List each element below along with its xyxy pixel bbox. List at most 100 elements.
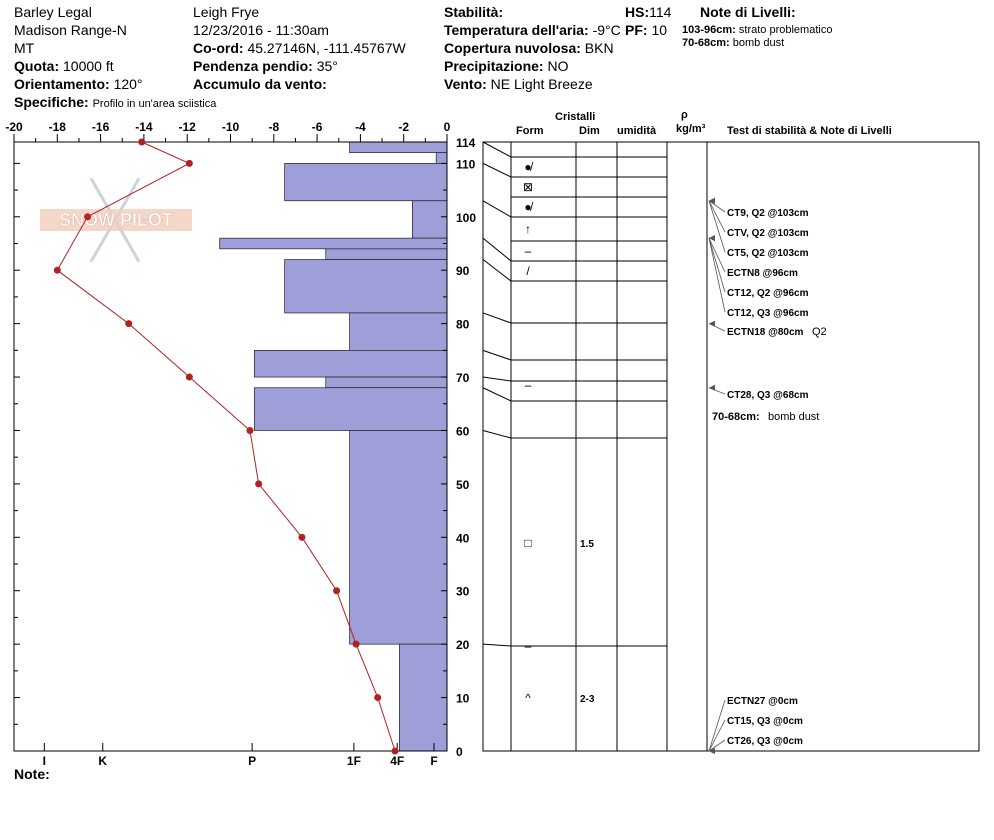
coord-value: 45.27146N, -111.45767W	[247, 40, 406, 56]
hardness-bars	[219, 141, 448, 752]
pf-value: 10	[651, 22, 668, 38]
slope: Pendenza pendio: 35°	[193, 58, 338, 74]
crystal-dim: 1.5	[580, 539, 594, 550]
wind-label: Vento:	[444, 76, 487, 92]
crystal-form-symbol: ↑	[525, 222, 531, 236]
air-temp-value: -9°C	[592, 22, 621, 38]
hs-value: 114	[649, 4, 672, 20]
dim-header: Dim	[579, 125, 600, 137]
stability-test-label: CT28, Q3 @68cm	[727, 390, 809, 401]
temp-tick-label: -16	[92, 120, 110, 134]
test-arrow	[708, 238, 726, 293]
hardness-bar	[349, 312, 448, 351]
test-arrow	[708, 237, 726, 273]
wind-value: NE Light Breeze	[490, 76, 593, 92]
layer-boundary	[482, 259, 667, 282]
test-arrow	[708, 200, 726, 253]
crystal-form-symbol: ^	[525, 691, 531, 705]
temperature-point	[298, 533, 306, 541]
hardness-bar	[435, 152, 448, 164]
temperature-point	[333, 587, 341, 595]
stability-test-label: CT15, Q3 @0cm	[727, 716, 803, 727]
height-tick-label: 0	[456, 745, 463, 759]
hardness-label: I	[43, 754, 46, 768]
layer-notes-title: Note di Livelli:	[700, 4, 796, 20]
coord-label: Co-ord:	[193, 40, 244, 56]
temp-tick-label: -20	[5, 120, 23, 134]
chart-axes: -20 -18 -16 -14 -12 -10 -8 -6 -4 -2 00102030405060…	[5, 120, 476, 768]
observer: Leigh Frye	[193, 4, 260, 20]
height-tick-label: 30	[456, 585, 470, 599]
crystals-header: Cristalli	[555, 111, 596, 123]
layer-note-2: 70-68cm: bomb dust	[682, 37, 784, 50]
test-arrow	[708, 719, 726, 752]
layer-boundary	[482, 162, 667, 178]
temperature-point	[185, 159, 193, 167]
hardness-bar	[219, 237, 448, 250]
tests-header: Test di stabilità & Note di Livelli	[727, 125, 892, 137]
pf-label: PF:	[625, 22, 648, 38]
height-tick-label: 20	[456, 638, 470, 652]
test-arrowhead	[709, 320, 715, 327]
temp-tick-label: -14	[135, 120, 153, 134]
datetime: 12/23/2016 - 11:30am	[193, 22, 329, 38]
watermark-band	[40, 209, 192, 231]
layer-boundary	[482, 387, 667, 402]
layer-boundary	[482, 237, 667, 262]
notes-label: Note:	[14, 766, 50, 782]
temperature-point	[84, 213, 92, 221]
test-arrowhead	[709, 235, 715, 242]
aspect-value: 120°	[113, 76, 143, 92]
temperature-point	[138, 138, 146, 146]
stability-test-label: CT9, Q2 @103cm	[727, 208, 809, 219]
hardness-bar	[284, 259, 448, 314]
crystal-dim: 2-3	[580, 694, 595, 705]
height-tick-label: 110	[456, 157, 476, 171]
temperature-point	[125, 320, 133, 328]
temp-tick-label: -6	[312, 120, 323, 134]
test-arrow	[708, 699, 726, 752]
height-tick-label: 114	[456, 136, 476, 150]
temp-tick-label: -12	[179, 120, 197, 134]
watermark-text: SNOW PILOT	[59, 210, 173, 230]
temperature-point	[185, 373, 193, 381]
height-tick-label: 80	[456, 318, 470, 332]
layer-boundary	[482, 200, 667, 218]
layer-boundary	[482, 429, 667, 439]
hardness-bar	[284, 163, 448, 202]
stability-test-label: ECTN18 @80cm	[727, 327, 804, 338]
temp-tick-label: -10	[222, 120, 240, 134]
aspect-label: Orientamento:	[14, 76, 110, 92]
slope-value: 35°	[316, 58, 338, 74]
height-tick-label: 40	[456, 531, 470, 545]
hardness-bar	[412, 200, 448, 239]
hardness-bar	[325, 376, 448, 389]
wind: Vento: NE Light Breeze	[444, 76, 593, 92]
hardness-label: F	[430, 754, 437, 768]
precip-label: Precipitazione:	[444, 58, 544, 74]
stability-test-label: CT26, Q3 @0cm	[727, 736, 803, 747]
height-tick-label: 70	[456, 371, 470, 385]
coordinates: Co-ord: 45.27146N, -111.45767W	[193, 40, 406, 56]
hardness-label: K	[98, 754, 107, 768]
temp-tick-label: -4	[355, 120, 366, 134]
layer-note-text: strato problematico	[738, 24, 833, 36]
hardness-bar	[253, 349, 448, 378]
layer-boundary	[482, 349, 667, 361]
temp-tick-label: 0	[444, 120, 451, 134]
precipitation: Precipitazione: NO	[444, 58, 568, 74]
specifics-value: Profilo in un'area sciistica	[92, 98, 217, 110]
air-temperature: Temperatura dell'aria: -9°C	[444, 22, 621, 38]
temperature-point	[391, 747, 399, 755]
precip-value: NO	[547, 58, 569, 74]
test-arrow	[708, 739, 726, 752]
hardness-bar	[253, 387, 448, 431]
rho-header: ρ	[681, 109, 688, 121]
inline-note-text: bomb dust	[768, 411, 819, 423]
layer-table: ●̸ ⊠ ●̸ ↑ – / – □ 1.5 – ^ 2-3	[482, 141, 708, 751]
specifics: Specifiche: Profilo in un'area sciistica	[14, 94, 216, 111]
crystal-form-symbol: ⊠	[523, 180, 533, 194]
hardness-label: 4F	[390, 754, 404, 768]
hardness-bar	[399, 643, 448, 752]
stability-test-label: ECTN27 @0cm	[727, 696, 798, 707]
